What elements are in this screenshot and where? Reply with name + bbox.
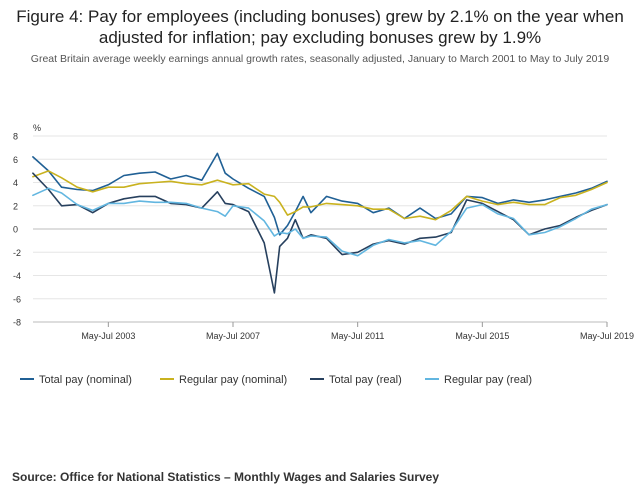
legend-swatch <box>160 378 174 381</box>
legend-label: Regular pay (nominal) <box>179 374 288 386</box>
x-tick-label: May-Jul 2007 <box>206 331 260 341</box>
legend-label: Total pay (real) <box>329 374 402 386</box>
y-tick-label: -4 <box>13 271 21 281</box>
y-axis-label: % <box>33 123 41 133</box>
series-line-regular-pay-real <box>32 187 608 257</box>
legend-swatch <box>20 378 34 381</box>
legend-item: Regular pay (real) <box>425 374 532 386</box>
series-line-total-pay-nominal <box>32 152 608 236</box>
y-tick-label: 0 <box>13 225 18 235</box>
x-tick-label: May-Jul 2015 <box>455 331 509 341</box>
legend-swatch <box>425 378 439 381</box>
source-note: Source: Office for National Statistics –… <box>12 470 440 484</box>
legend-label: Total pay (nominal) <box>39 374 132 386</box>
legend-item: Total pay (real) <box>310 374 402 386</box>
line-chart: 8 6 4 2 0 -2 -4 -6 -8% May-Jul 2003 May-Jul 2007 Ma… <box>13 123 634 341</box>
x-tick-label: May-Jul 2003 <box>81 331 135 341</box>
y-tick-label: -8 <box>13 318 21 328</box>
x-tick-label: May-Jul 2019 <box>580 331 634 341</box>
y-tick-label: 8 <box>13 132 18 142</box>
series-line-regular-pay-nominal <box>32 170 608 221</box>
legend-swatch <box>310 378 324 381</box>
legend-item: Regular pay (nominal) <box>160 374 287 386</box>
legend-label: Regular pay (real) <box>444 374 533 386</box>
legend-item: Total pay (nominal) <box>20 374 132 386</box>
chart-subtitle: Great Britain average weekly earnings an… <box>30 53 610 65</box>
x-tick-label: May-Jul 2011 <box>331 331 384 341</box>
series-line-total-pay-real <box>32 172 608 294</box>
chart-title: Figure 4: Pay for employees (including b… <box>16 7 624 47</box>
y-tick-label: 2 <box>13 201 18 211</box>
y-tick-label: 6 <box>13 155 18 165</box>
chart-legend: Total pay (nominal) Regular pay (nominal)… <box>20 374 640 390</box>
y-tick-label: -2 <box>13 248 21 258</box>
y-tick-label: 4 <box>13 178 18 188</box>
y-tick-label: -6 <box>13 294 21 304</box>
